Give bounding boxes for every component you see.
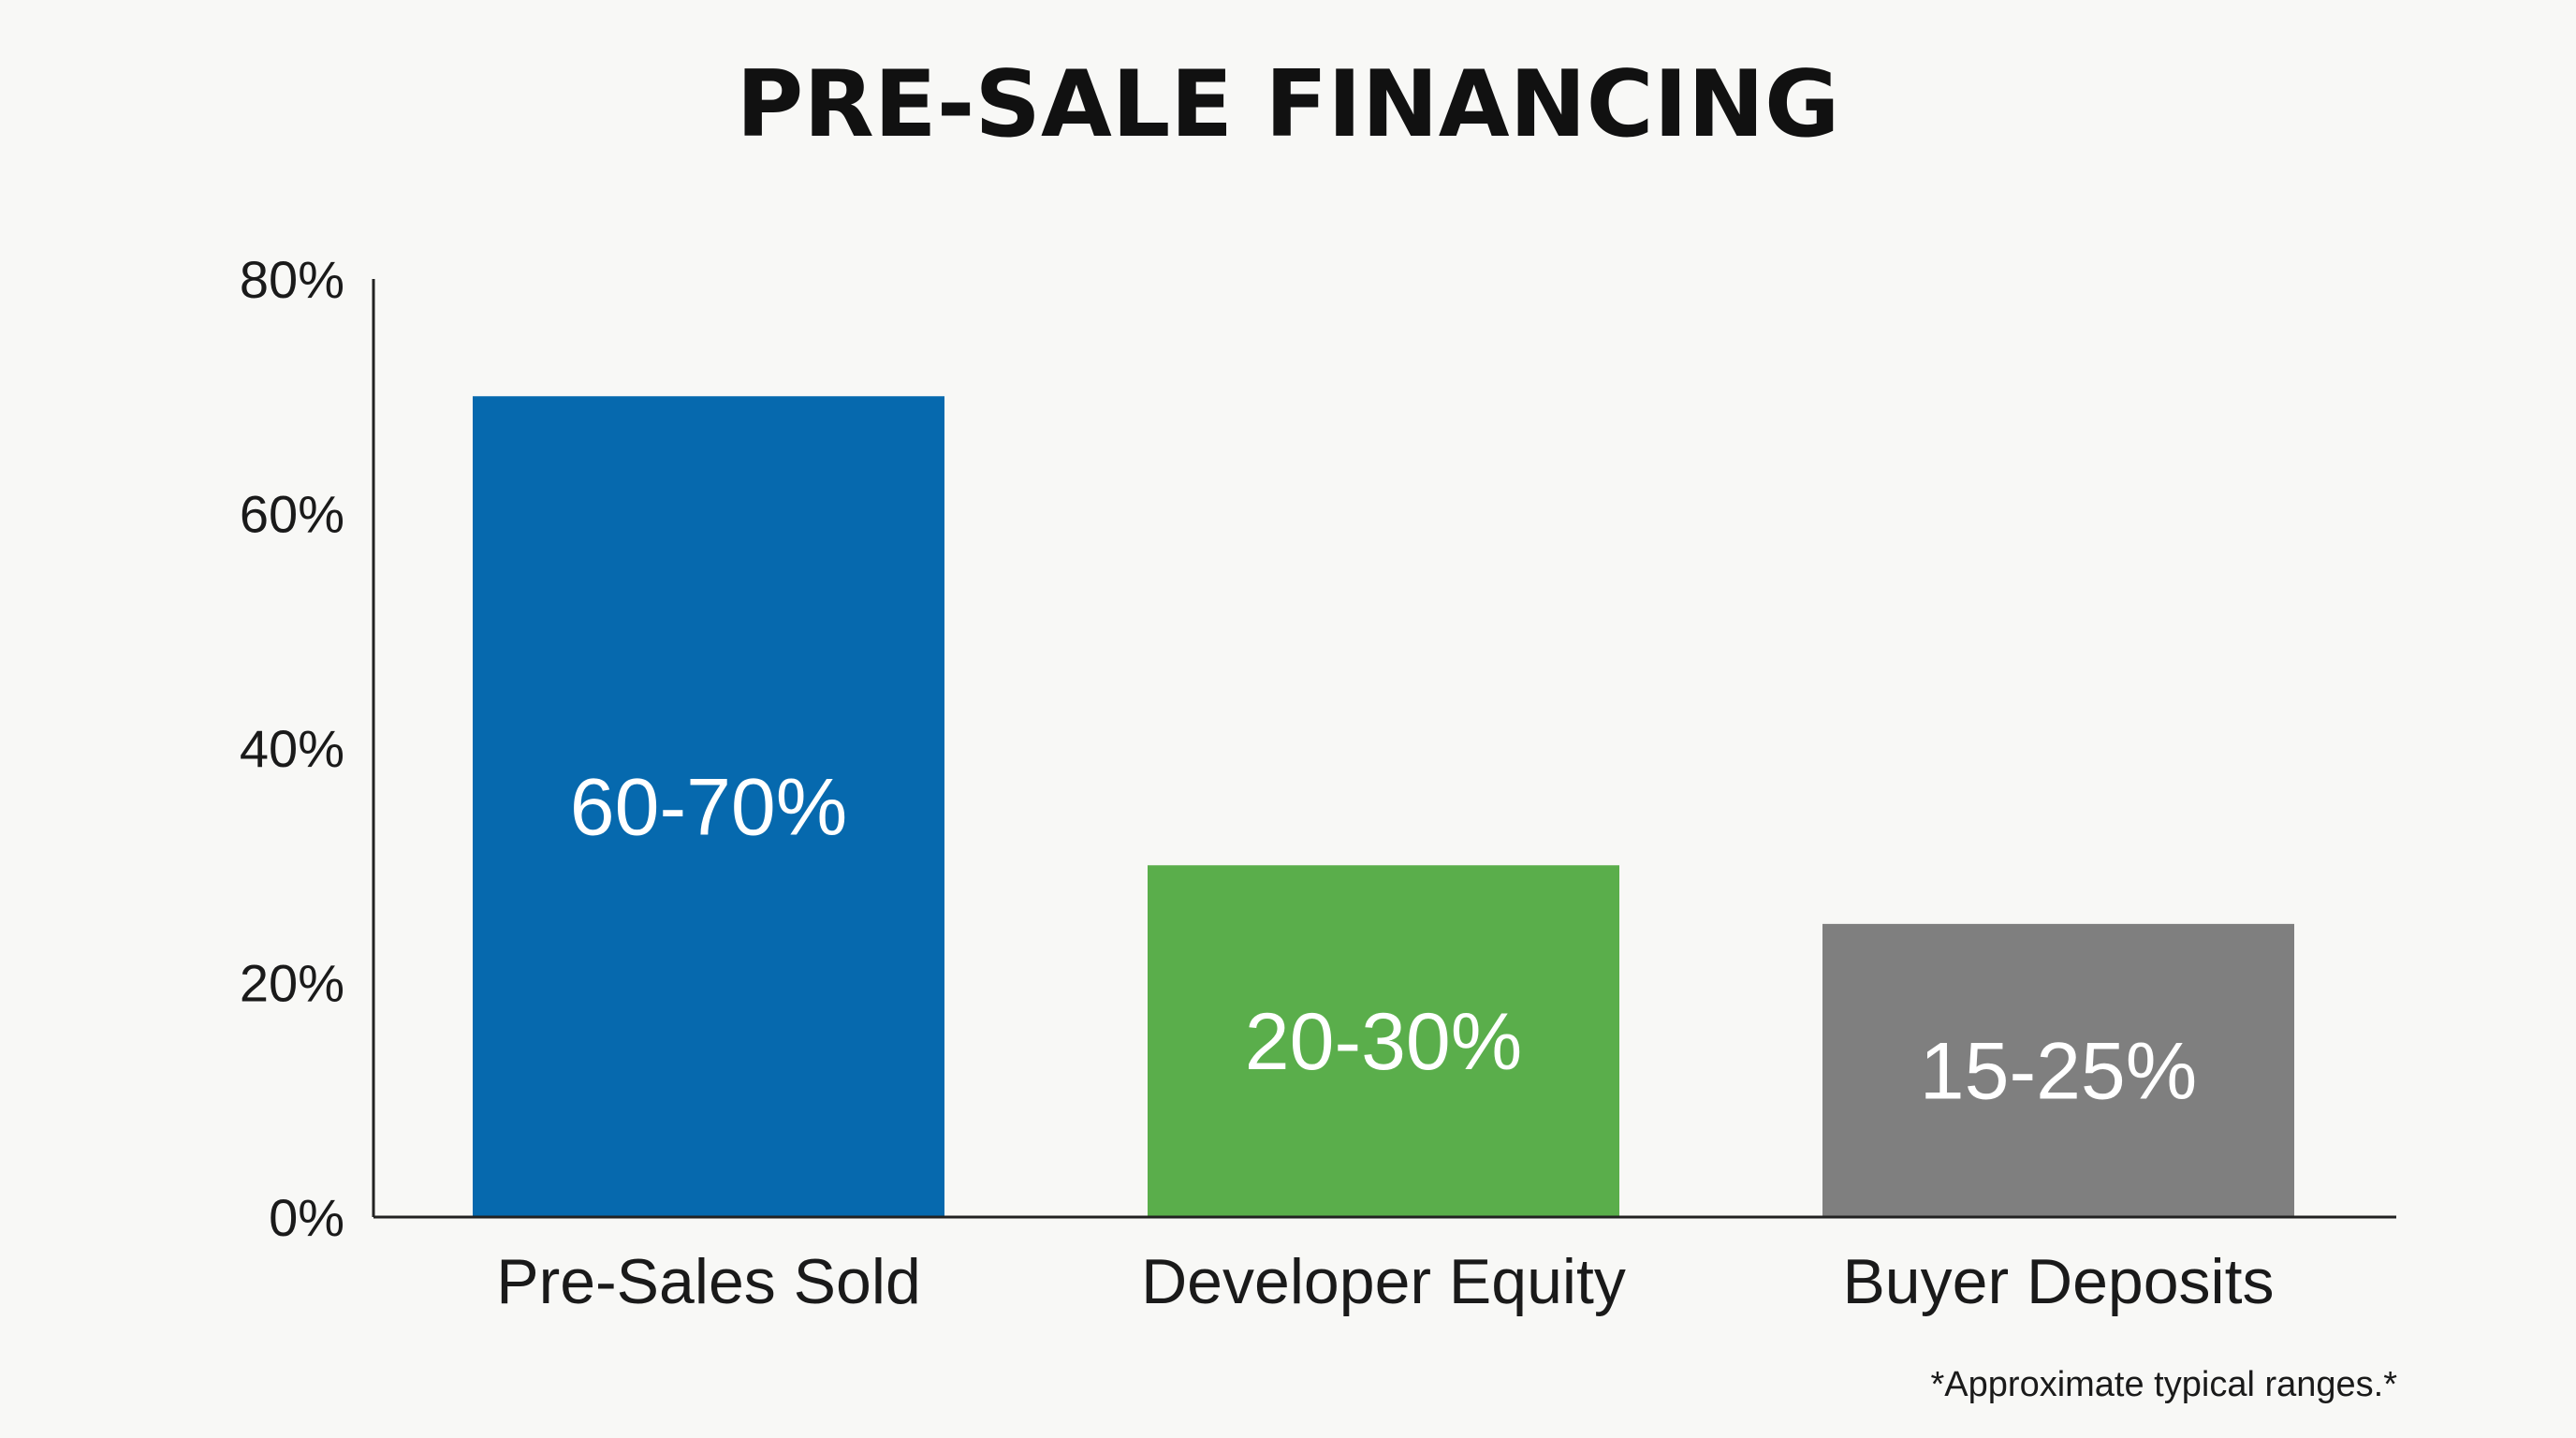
y-tick-label: 60% [240,485,344,544]
footnote: *Approximate typical ranges.* [1931,1365,2398,1404]
bar-developer-equity [1148,865,1619,1217]
bar-pre-sales-sold [473,396,944,1217]
y-axis-ticks: 0% 20% 40% 60% 80% [240,250,344,1247]
bar-data-label: 20-30% [1245,997,1522,1087]
bar-buyer-deposits [1822,923,2294,1217]
y-tick-label: 40% [240,719,344,778]
x-category-label: Pre-Sales Sold [496,1246,921,1317]
x-axis-category-labels: Pre-Sales Sold Developer Equity Buyer Depo… [496,1246,2274,1317]
bar-data-label: 60-70% [570,763,847,853]
y-tick-label: 0% [269,1188,344,1247]
bar-data-label: 15-25% [1920,1026,2197,1116]
bars [473,396,2294,1217]
x-category-label: Buyer Deposits [1842,1246,2274,1317]
chart-title: PRE-SALE FINANCING [737,51,1840,158]
x-category-label: Developer Equity [1141,1246,1626,1317]
y-tick-label: 20% [240,954,344,1013]
y-tick-label: 80% [240,250,344,309]
bar-data-labels: 60-70% 20-30% 15-25% [570,763,2197,1117]
